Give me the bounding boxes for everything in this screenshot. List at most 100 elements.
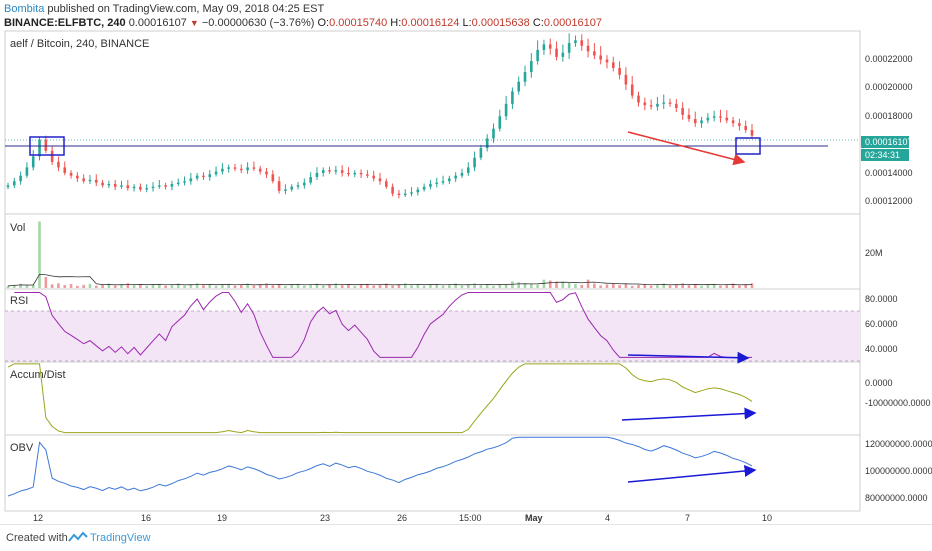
candle-body xyxy=(88,179,92,182)
time-tick: 7 xyxy=(685,513,690,523)
volume-bar xyxy=(69,284,73,288)
candle-body xyxy=(712,116,716,118)
volume-bar xyxy=(227,283,230,288)
candle-body xyxy=(252,167,256,169)
candle-body xyxy=(290,186,294,190)
tradingview-logo-icon xyxy=(68,531,88,542)
volume-bar xyxy=(334,283,338,288)
candle-body xyxy=(151,186,155,189)
low-value: 0.00015638 xyxy=(471,17,530,29)
volume-bar xyxy=(25,285,29,288)
volume-bar xyxy=(290,284,294,288)
volume-bar xyxy=(309,284,312,288)
volume-bar xyxy=(195,283,199,288)
open-label: O: xyxy=(317,17,330,29)
candle-body xyxy=(334,170,338,172)
candle-body xyxy=(675,103,678,108)
pane-label-rsi: RSI xyxy=(10,295,28,307)
candle-body xyxy=(265,171,268,175)
close-label: C: xyxy=(532,17,544,29)
price-tick: 0.00020000 xyxy=(865,82,913,92)
rsi-tick: 40.0000 xyxy=(865,344,898,354)
obv-trend-arrow xyxy=(627,465,757,483)
candle-body xyxy=(548,44,552,49)
volume-bar xyxy=(113,285,117,288)
volume-bar xyxy=(271,285,275,288)
volume-bar xyxy=(479,285,483,288)
volume-bar xyxy=(359,284,363,288)
candle-body xyxy=(82,178,85,182)
candle-body xyxy=(94,179,98,183)
volume-bar xyxy=(82,284,85,288)
footer: Created with TradingView xyxy=(0,524,932,551)
candle-body xyxy=(391,186,394,194)
pane-label-obv: OBV xyxy=(10,442,34,454)
chart-title: aelf / Bitcoin, 240, BINANCE xyxy=(10,38,149,50)
volume-bar xyxy=(542,279,546,288)
volume-bar xyxy=(530,284,533,288)
volume-bar xyxy=(656,284,659,288)
last-price-tag xyxy=(861,136,909,148)
candle-body xyxy=(593,51,596,56)
tradingview-brand[interactable]: TradingView xyxy=(90,532,151,544)
volume-bar xyxy=(567,283,571,288)
candle-body xyxy=(233,167,237,169)
candle-body xyxy=(429,183,432,187)
vol-tick: 20M xyxy=(865,248,883,258)
candle-body xyxy=(353,172,357,175)
candle-body xyxy=(504,103,508,117)
volume-bar xyxy=(548,280,552,288)
candle-body xyxy=(511,91,514,104)
volume-bar xyxy=(574,284,577,288)
candle-body xyxy=(611,62,615,68)
author-link[interactable]: Bombita xyxy=(4,3,45,15)
volume-bar xyxy=(504,283,508,288)
volume-bar xyxy=(624,284,628,288)
rsi-line xyxy=(14,291,752,358)
volume-bar xyxy=(750,283,754,288)
chart-area[interactable]: aelf / Bitcoin, 240, BINANCE Vol RSI Acc… xyxy=(0,0,932,524)
volume-bar xyxy=(88,283,92,288)
price-tick: 0.00012000 xyxy=(865,196,913,206)
volume-bar xyxy=(57,283,60,288)
candle-body xyxy=(731,120,735,124)
volume-bar xyxy=(303,285,306,288)
candle-body xyxy=(687,114,691,120)
candle-body xyxy=(492,128,495,139)
volume-bar xyxy=(239,284,243,288)
candle-body xyxy=(120,185,123,187)
volume-bar xyxy=(712,283,716,288)
time-tick: 10 xyxy=(762,513,772,523)
candle-body xyxy=(246,167,249,171)
candle-body xyxy=(700,120,703,124)
volume-bar xyxy=(523,283,527,288)
volume-bar xyxy=(422,285,426,288)
candle-body xyxy=(239,168,243,171)
candle-body xyxy=(530,61,533,73)
volume-bar xyxy=(580,284,584,288)
candle-body xyxy=(517,81,521,92)
volume-bar xyxy=(126,283,130,288)
candle-body xyxy=(359,172,363,175)
candle-body xyxy=(681,107,684,115)
price-tick: 0.00022000 xyxy=(865,54,913,64)
volume-bar xyxy=(637,284,640,288)
candle-body xyxy=(63,167,67,173)
volume-bar xyxy=(214,285,218,288)
volume-bar xyxy=(498,284,502,288)
volume-bar xyxy=(719,285,722,288)
volume-bar xyxy=(76,285,79,288)
volume-bar xyxy=(555,281,558,288)
volume-bar xyxy=(44,277,48,288)
volume-bar xyxy=(38,221,41,288)
candle-body xyxy=(485,138,489,149)
volume-bar xyxy=(378,284,382,288)
candle-body xyxy=(448,178,451,182)
volume-bar xyxy=(662,283,666,288)
candle-body xyxy=(454,175,457,179)
volume-bar xyxy=(693,284,697,288)
volume-bar xyxy=(675,284,678,288)
candle-body xyxy=(378,178,382,182)
candle-body xyxy=(221,168,224,172)
obv-tick: 120000000.0000 xyxy=(865,439,932,449)
